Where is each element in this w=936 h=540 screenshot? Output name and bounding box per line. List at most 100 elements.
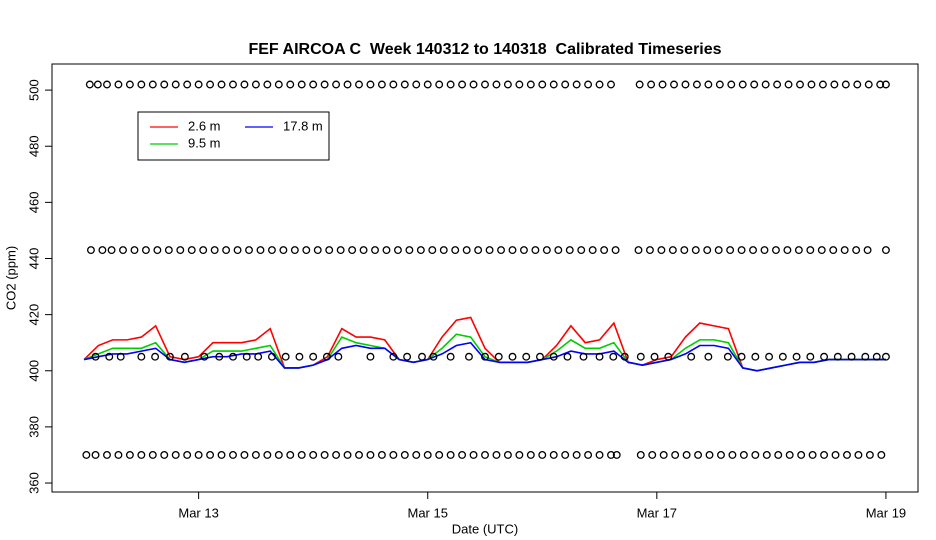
calibration-point <box>91 451 100 459</box>
calibration-point <box>286 451 295 459</box>
calibration-point <box>85 80 94 89</box>
calibration-point <box>423 451 432 459</box>
calibration-point <box>416 246 425 255</box>
calibration-point <box>765 352 774 361</box>
calibration-point <box>636 352 645 361</box>
calibration-point <box>549 352 558 361</box>
calibration-point <box>728 451 737 459</box>
y-tick-label: 420 <box>26 304 41 326</box>
calibration-point <box>400 451 409 459</box>
calibration-point <box>595 352 604 361</box>
calibration-point <box>565 246 574 255</box>
calibration-point <box>217 451 226 459</box>
calibration-point <box>831 451 840 459</box>
calibration-point <box>107 246 116 255</box>
calibration-point <box>680 246 689 255</box>
calibration-point <box>737 352 746 361</box>
calibration-point <box>847 352 856 361</box>
calibration-point <box>309 80 318 89</box>
calibration-point <box>435 80 444 89</box>
calibration-point <box>481 352 489 361</box>
calibration-point <box>103 80 111 89</box>
calibration-point <box>519 246 528 255</box>
calibration-point <box>670 80 678 89</box>
calibration-point <box>180 352 189 361</box>
calibration-point <box>861 352 870 361</box>
calibration-point <box>751 451 760 459</box>
calibration-point <box>526 80 535 89</box>
calibration-point <box>377 451 386 459</box>
calibration-point <box>714 246 723 255</box>
calibration-point <box>320 451 329 459</box>
calibration-point <box>704 80 713 89</box>
calibration-point <box>865 451 874 459</box>
calibration-point <box>141 246 150 255</box>
calibration-point <box>694 451 703 459</box>
calibration-point <box>332 80 341 89</box>
calibration-point <box>691 246 700 255</box>
calibration-point <box>542 246 551 255</box>
calibration-point <box>297 80 306 89</box>
calibration-point <box>503 80 512 89</box>
calibration-point <box>595 80 604 89</box>
calibration-point <box>429 352 438 361</box>
calibration-point <box>572 80 581 89</box>
calibration-point <box>151 352 160 361</box>
calibration-point <box>492 451 501 459</box>
calibration-point <box>792 352 801 361</box>
calibration-point <box>717 451 725 459</box>
calibration-point <box>242 352 251 361</box>
calibration-point <box>497 246 505 255</box>
calibration-point <box>588 246 597 255</box>
calibration-point <box>830 80 839 89</box>
calibration-point <box>336 246 345 255</box>
calibration-point <box>251 80 260 89</box>
calibration-point <box>595 451 604 459</box>
calibration-point <box>876 80 885 89</box>
calibration-point <box>210 246 219 255</box>
calibration-point <box>773 80 782 89</box>
x-tick-label: Mar 13 <box>178 505 218 520</box>
calibration-point <box>704 352 713 361</box>
y-tick-label: 500 <box>26 79 41 101</box>
plot-frame <box>51 63 919 493</box>
calibration-point <box>806 352 815 361</box>
calibration-point <box>515 80 524 89</box>
calibration-point <box>657 246 666 255</box>
calibration-point <box>715 80 724 89</box>
calibration-point <box>853 80 862 89</box>
calibration-point <box>435 451 444 459</box>
calibration-point <box>687 352 696 361</box>
calibration-point <box>355 451 363 459</box>
calibration-point <box>171 451 180 459</box>
calibration-point <box>215 352 224 361</box>
calibration-point <box>233 246 242 255</box>
calibration-point <box>584 80 593 89</box>
y-tick-label: 480 <box>26 135 41 157</box>
calibration-point <box>199 246 208 255</box>
calibration-point <box>377 80 386 89</box>
calibration-point <box>322 352 331 361</box>
calibration-point <box>254 352 263 361</box>
calibration-point <box>114 80 123 89</box>
calibration-point <box>465 352 473 361</box>
calibration-point <box>148 80 157 89</box>
calibration-point <box>820 352 829 361</box>
series-line <box>83 316 886 372</box>
calibration-point <box>841 80 850 89</box>
calibration-point <box>200 352 209 361</box>
calibration-point <box>176 246 185 255</box>
calibration-point <box>760 246 769 255</box>
calibration-point <box>549 80 558 89</box>
calibration-point <box>492 80 501 89</box>
calibration-point <box>881 246 890 255</box>
calibration-point <box>494 352 503 361</box>
calibration-point <box>761 80 770 89</box>
calibration-point <box>153 246 162 255</box>
calibration-point <box>137 451 146 459</box>
calibration-point <box>636 451 645 459</box>
calibration-point <box>783 246 792 255</box>
calibration-point <box>446 451 455 459</box>
calibration-point <box>389 451 398 459</box>
calibration-point <box>705 451 714 459</box>
